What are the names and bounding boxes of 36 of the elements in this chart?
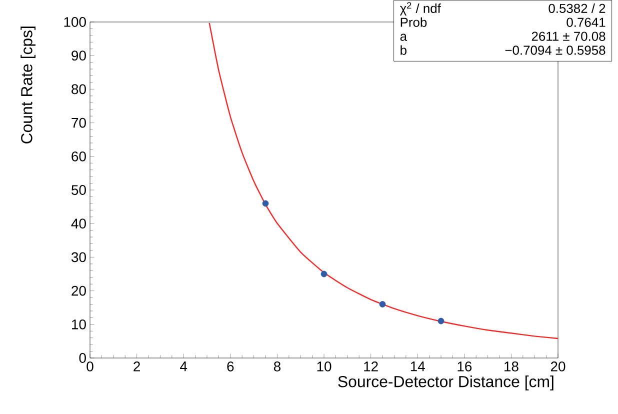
x-tick-label: 4 [180,362,188,372]
x-tick-label: 0 [86,362,94,372]
y-tick-label: 100 [64,17,86,27]
x-tick-label: 18 [504,362,518,372]
y-tick-label: 10 [72,319,86,330]
y-tick-label: 0 [79,353,86,363]
annotation: a [400,34,408,41]
y-tick-label: 90 [72,50,86,61]
y-tick-label: 60 [72,151,86,162]
y-axis-title: Count Rate [cps] [20,26,36,144]
point [379,301,386,308]
annotation: −0.7094 ± 0.5958 [505,46,606,55]
y-tick-label: 20 [72,286,86,296]
y-tick-label: 70 [72,118,86,128]
point [262,200,269,207]
point [320,270,328,278]
y-tick-label: 40 [71,218,86,229]
x-tick-label: 2 [134,362,140,372]
x-tick-label: 14 [410,362,425,372]
x-tick-label: 16 [458,362,472,372]
text: χ$^{2}$ / ndf [400,2,441,16]
x-tick-label: 8 [274,362,280,372]
annotation: Prob [400,17,427,27]
x-axis-title: Source-Detector Distance [cm] [338,376,554,390]
text: 0.5382 / 2 [548,3,606,13]
text: 0.7641 [566,18,606,27]
x-tick-label: 10 [317,362,332,372]
x-tick-label: 6 [227,362,234,372]
y-tick-label: 80 [72,84,86,94]
annotation: b [400,45,406,55]
annotation: 2611 ± 70.08 [532,32,606,41]
x-tick-label: 12 [364,362,378,372]
y-tick-label: 50 [72,185,86,195]
point [438,318,444,324]
x-tick-label: 20 [550,362,566,372]
y-tick-label: 30 [72,252,86,262]
